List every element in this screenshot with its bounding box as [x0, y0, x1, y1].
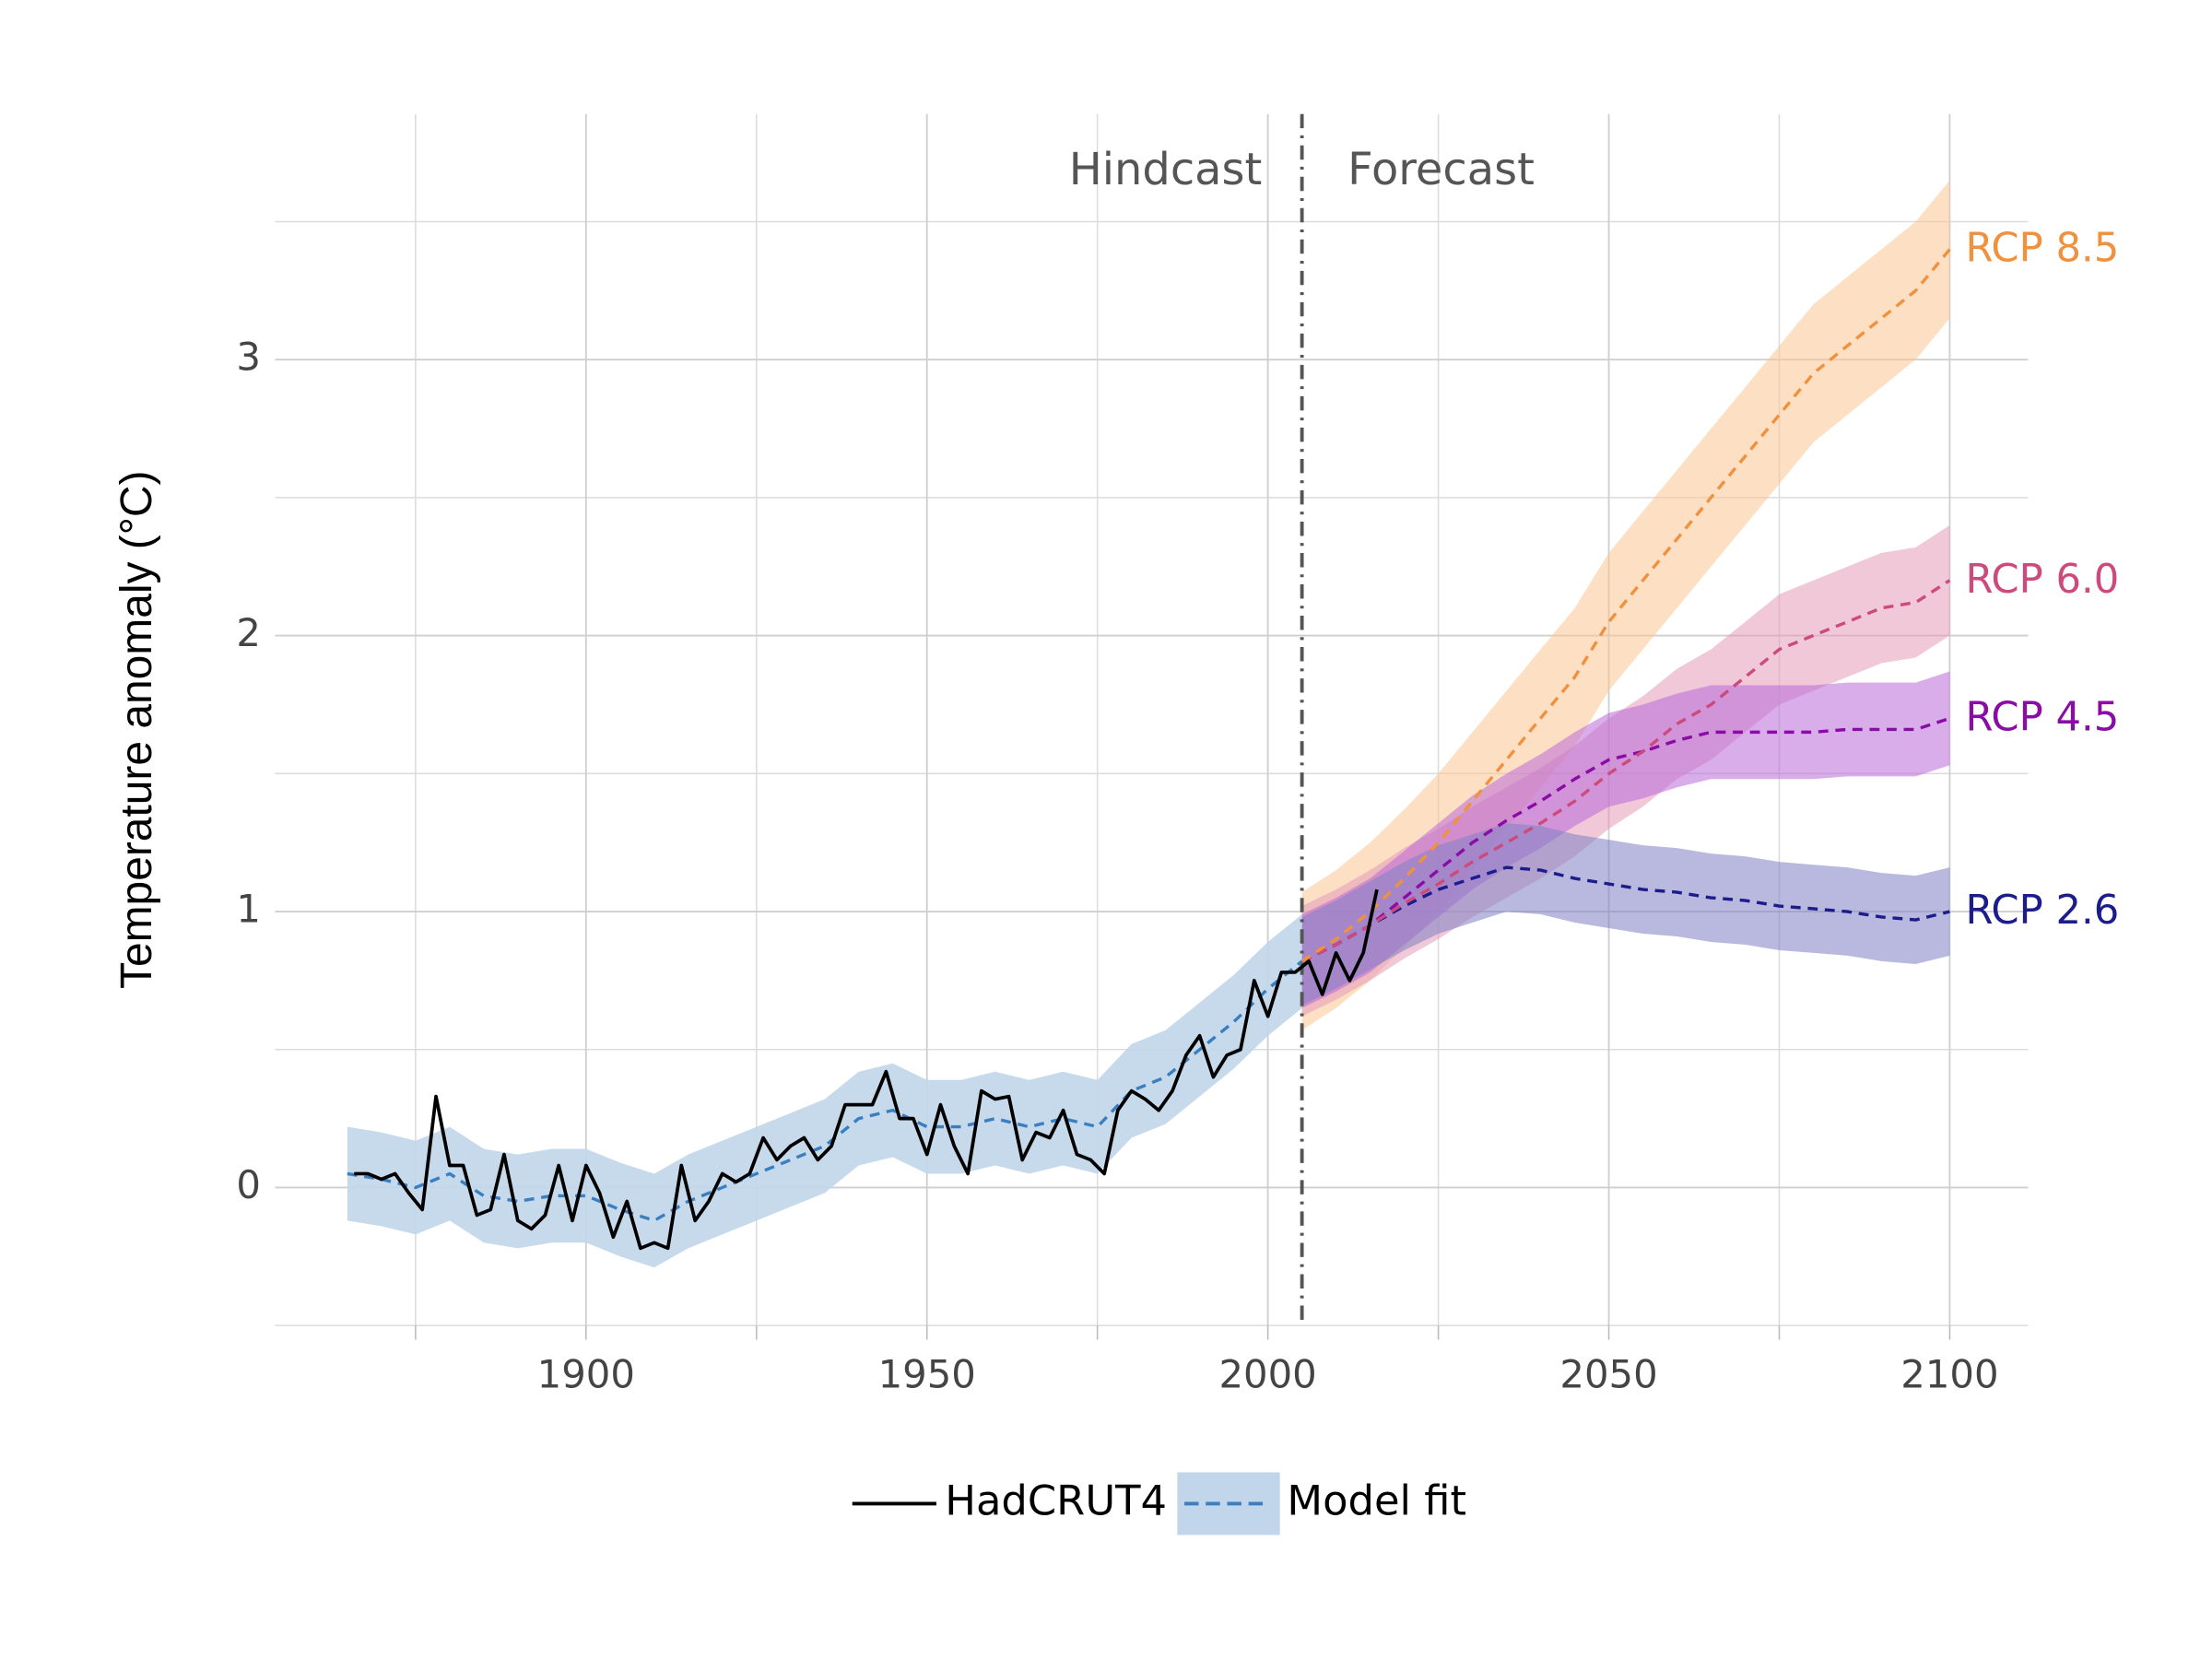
series-line [1300, 248, 1951, 963]
series-label: RCP 6.0 [1965, 557, 2119, 603]
y-axis-label: Temperature anomaly (°C) [112, 471, 161, 989]
series-label: RCP 2.6 [1965, 888, 2119, 934]
legend-label: Model fit [1287, 1476, 1466, 1524]
series-line [1300, 865, 1950, 963]
x-tick-label: 1950 [878, 1351, 976, 1396]
annotation: Forecast [1347, 145, 1535, 195]
y-tick-label: 2 [236, 610, 261, 655]
legend-label: HadCRUT4 [945, 1476, 1167, 1524]
uncertainty-band [347, 914, 1302, 1268]
x-tick-label: 2100 [1900, 1351, 1998, 1396]
series-line [347, 959, 1303, 1223]
uncertainty-band [1301, 671, 1950, 1008]
x-tick-label: 2000 [1218, 1351, 1316, 1396]
y-tick-label: 1 [236, 887, 261, 932]
legend-item: Model fit [1177, 1472, 1466, 1535]
series-line [1300, 716, 1950, 963]
series-label: RCP 8.5 [1965, 225, 2119, 271]
y-tick-label: 0 [236, 1162, 261, 1207]
uncertainty-band [1301, 823, 1950, 1006]
legend-item: HadCRUT4 [852, 1476, 1167, 1524]
annotation: Hindcast [1069, 145, 1263, 195]
series-line [1300, 579, 1951, 963]
x-tick-label: 1900 [537, 1351, 635, 1396]
series-line [354, 888, 1379, 1251]
x-tick-label: 2050 [1559, 1351, 1657, 1396]
y-tick-label: 3 [236, 335, 261, 380]
series-label: RCP 4.5 [1965, 694, 2119, 740]
